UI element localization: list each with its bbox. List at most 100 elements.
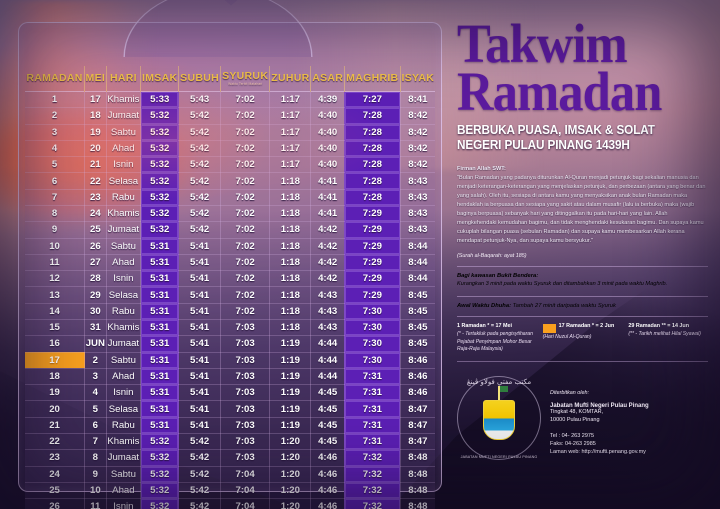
cell-ramadan: 11 — [25, 254, 86, 272]
cell-asar: 4:45 — [310, 384, 345, 402]
cell-zuhur: 1:20 — [269, 482, 312, 500]
cell-isyak: 8:44 — [400, 270, 435, 288]
cell-isyak: 8:48 — [400, 466, 435, 483]
cell-isyak: 8:46 — [400, 368, 435, 386]
cell-zuhur: 1:19 — [269, 384, 312, 402]
dhuha-text: Tambah 27 minit daripada waktu Syuruk — [512, 303, 616, 310]
cell-asar: 4:45 — [310, 417, 345, 434]
cell-zuhur: 1:20 — [269, 433, 312, 451]
cell-maghrib: 7:31 — [344, 400, 401, 418]
cell-subuh: 5:42 — [178, 466, 221, 483]
cell-imsak: 5:31 — [140, 238, 180, 255]
table-row: 22 7 Khamis 5:32 5:42 7:03 1:20 4:45 7:31 8:47 — [25, 433, 435, 451]
cell-asar: 4:44 — [310, 352, 345, 369]
website-url: Laman web: http://mufti.penang.gov.my — [550, 448, 646, 455]
cell-asar: 4:41 — [310, 172, 345, 190]
cell-syuruk: 7:03 — [220, 417, 271, 434]
title-line-1: Takwim — [457, 13, 628, 74]
cell-isyak: 8:42 — [400, 124, 435, 141]
crest-arabic-text: مكتب مفتي فولاو ڤينڠ — [466, 377, 532, 386]
cell-mei: 30 — [84, 303, 107, 321]
legend-main-text: 17 Ramadan * = 2 Jun — [558, 323, 615, 330]
prayer-times-table: RAMADAN MEI HARI IMSAK SUBUH SYURUK Wakt… — [25, 66, 435, 509]
cell-syuruk: 7:02 — [220, 124, 271, 141]
cell-asar: 4:43 — [310, 319, 345, 337]
cell-isyak: 8:46 — [400, 352, 435, 369]
cell-subuh: 5:42 — [178, 156, 221, 174]
cell-subuh: 5:41 — [178, 254, 221, 272]
right-panel: Takwim Ramadan BERBUKA PUASA, IMSAK & SO… — [455, 0, 720, 509]
cell-imsak: 5:32 — [140, 482, 180, 500]
cell-isyak: 8:43 — [400, 172, 435, 190]
legend-item: 17 Ramadan * = 2 Jun (Hari Nuzul Al-Quran… — [542, 323, 623, 353]
cell-ramadan: 12 — [25, 270, 86, 288]
cell-zuhur: 1:19 — [269, 417, 312, 434]
jabatan-mufti-crest-logo: مكتب مفتي فولاو ڤينڠ JABATAN MUFTI NEGER… — [457, 375, 541, 460]
cell-imsak: 5:31 — [140, 319, 180, 337]
cell-maghrib: 7:32 — [344, 449, 401, 467]
cell-isyak: 8:42 — [400, 140, 435, 158]
legend-item: 1 Ramadan * = 17 Mei (* - Tertakluk pada … — [457, 323, 537, 353]
fax-number: Faks: 04-263 2985 — [550, 440, 596, 447]
cell-maghrib: 7:28 — [344, 156, 401, 174]
cell-syuruk: 7:02 — [220, 107, 271, 125]
cell-hari: Sabtu — [106, 352, 142, 369]
cell-subuh: 5:41 — [178, 303, 221, 321]
cell-syuruk: 7:03 — [220, 449, 271, 467]
cell-ramadan: 23 — [25, 449, 86, 467]
column-header-syuruk: SYURUK Waktu Terbit Matahari — [220, 66, 271, 92]
column-header-syuruk-subnote: Waktu Terbit Matahari — [228, 81, 263, 86]
cell-ramadan: 3 — [25, 124, 86, 141]
cell-syuruk: 7:02 — [220, 270, 271, 288]
cell-syuruk: 7:03 — [220, 384, 271, 402]
cell-hari: Rabu — [106, 189, 142, 207]
cell-syuruk: 7:02 — [220, 286, 271, 304]
cell-subuh: 5:41 — [178, 335, 221, 353]
cell-isyak: 8:45 — [400, 286, 435, 304]
column-header-mei: MEI — [84, 66, 107, 92]
cell-ramadan: 14 — [25, 303, 86, 321]
crest-mast — [498, 385, 500, 402]
table-row: 5 21 Isnin 5:32 5:42 7:02 1:17 4:40 7:28 8:42 — [25, 156, 435, 174]
cell-maghrib: 7:29 — [344, 254, 401, 272]
table-row: 14 30 Rabu 5:31 5:41 7:02 1:18 4:43 7:30 8:45 — [25, 303, 435, 321]
address-line-1: Tingkat 48, KOMTAR, — [550, 408, 604, 415]
cell-ramadan: 17 — [25, 352, 86, 369]
cell-asar: 4:45 — [310, 433, 345, 451]
cell-mei: 4 — [84, 384, 107, 402]
cell-imsak: 5:32 — [140, 466, 180, 483]
cell-subuh: 5:42 — [178, 205, 221, 223]
cell-asar: 4:44 — [310, 368, 345, 386]
cell-asar: 4:42 — [310, 254, 345, 272]
cell-subuh: 5:42 — [178, 433, 221, 451]
cell-syuruk: 7:02 — [220, 140, 271, 158]
cell-zuhur: 1:19 — [269, 335, 312, 353]
cell-syuruk: 7:02 — [220, 189, 271, 207]
cell-isyak: 8:46 — [400, 384, 435, 402]
column-header-isyak: ISYAK — [401, 72, 435, 85]
cell-hari: Jumaat — [106, 335, 142, 353]
cell-mei: 6 — [84, 417, 107, 434]
cell-imsak: 5:33 — [140, 91, 180, 109]
bukit-bendera-text: Kurangkan 3 minit pada waktu Syuruk dan … — [457, 281, 668, 288]
cell-maghrib: 7:31 — [344, 433, 401, 451]
cell-mei: 28 — [84, 270, 107, 288]
cell-zuhur: 1:19 — [269, 352, 312, 369]
cell-mei: 24 — [84, 205, 107, 223]
cell-asar: 4:41 — [310, 205, 345, 223]
cell-isyak: 8:48 — [400, 482, 435, 500]
cell-syuruk: 7:04 — [220, 498, 271, 509]
cell-syuruk: 7:02 — [220, 303, 271, 321]
cell-hari: Isnin — [106, 270, 142, 288]
cell-ramadan: 22 — [25, 433, 86, 451]
cell-maghrib: 7:31 — [344, 384, 401, 402]
cell-zuhur: 1:18 — [269, 303, 312, 321]
firman-block: Firman Allah SWT: "Bulan Ramadan yang pa… — [457, 165, 708, 260]
legend-sub-text: (Hari Nuzul Al-Quran) — [542, 333, 592, 340]
cell-syuruk: 7:03 — [220, 368, 271, 386]
cell-subuh: 5:41 — [178, 286, 221, 304]
cell-isyak: 8:44 — [400, 238, 435, 255]
divider-3 — [457, 316, 708, 318]
cell-hari: Selasa — [106, 172, 142, 190]
